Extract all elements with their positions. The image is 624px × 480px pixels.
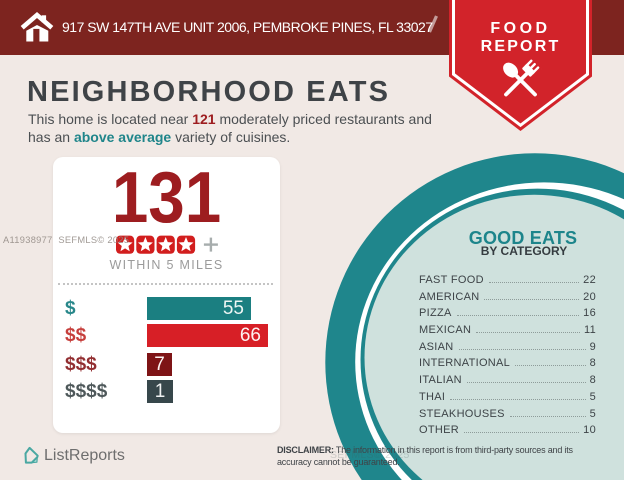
svg-text:REPORT: REPORT xyxy=(481,38,561,55)
svg-text:FOOD: FOOD xyxy=(490,20,550,37)
